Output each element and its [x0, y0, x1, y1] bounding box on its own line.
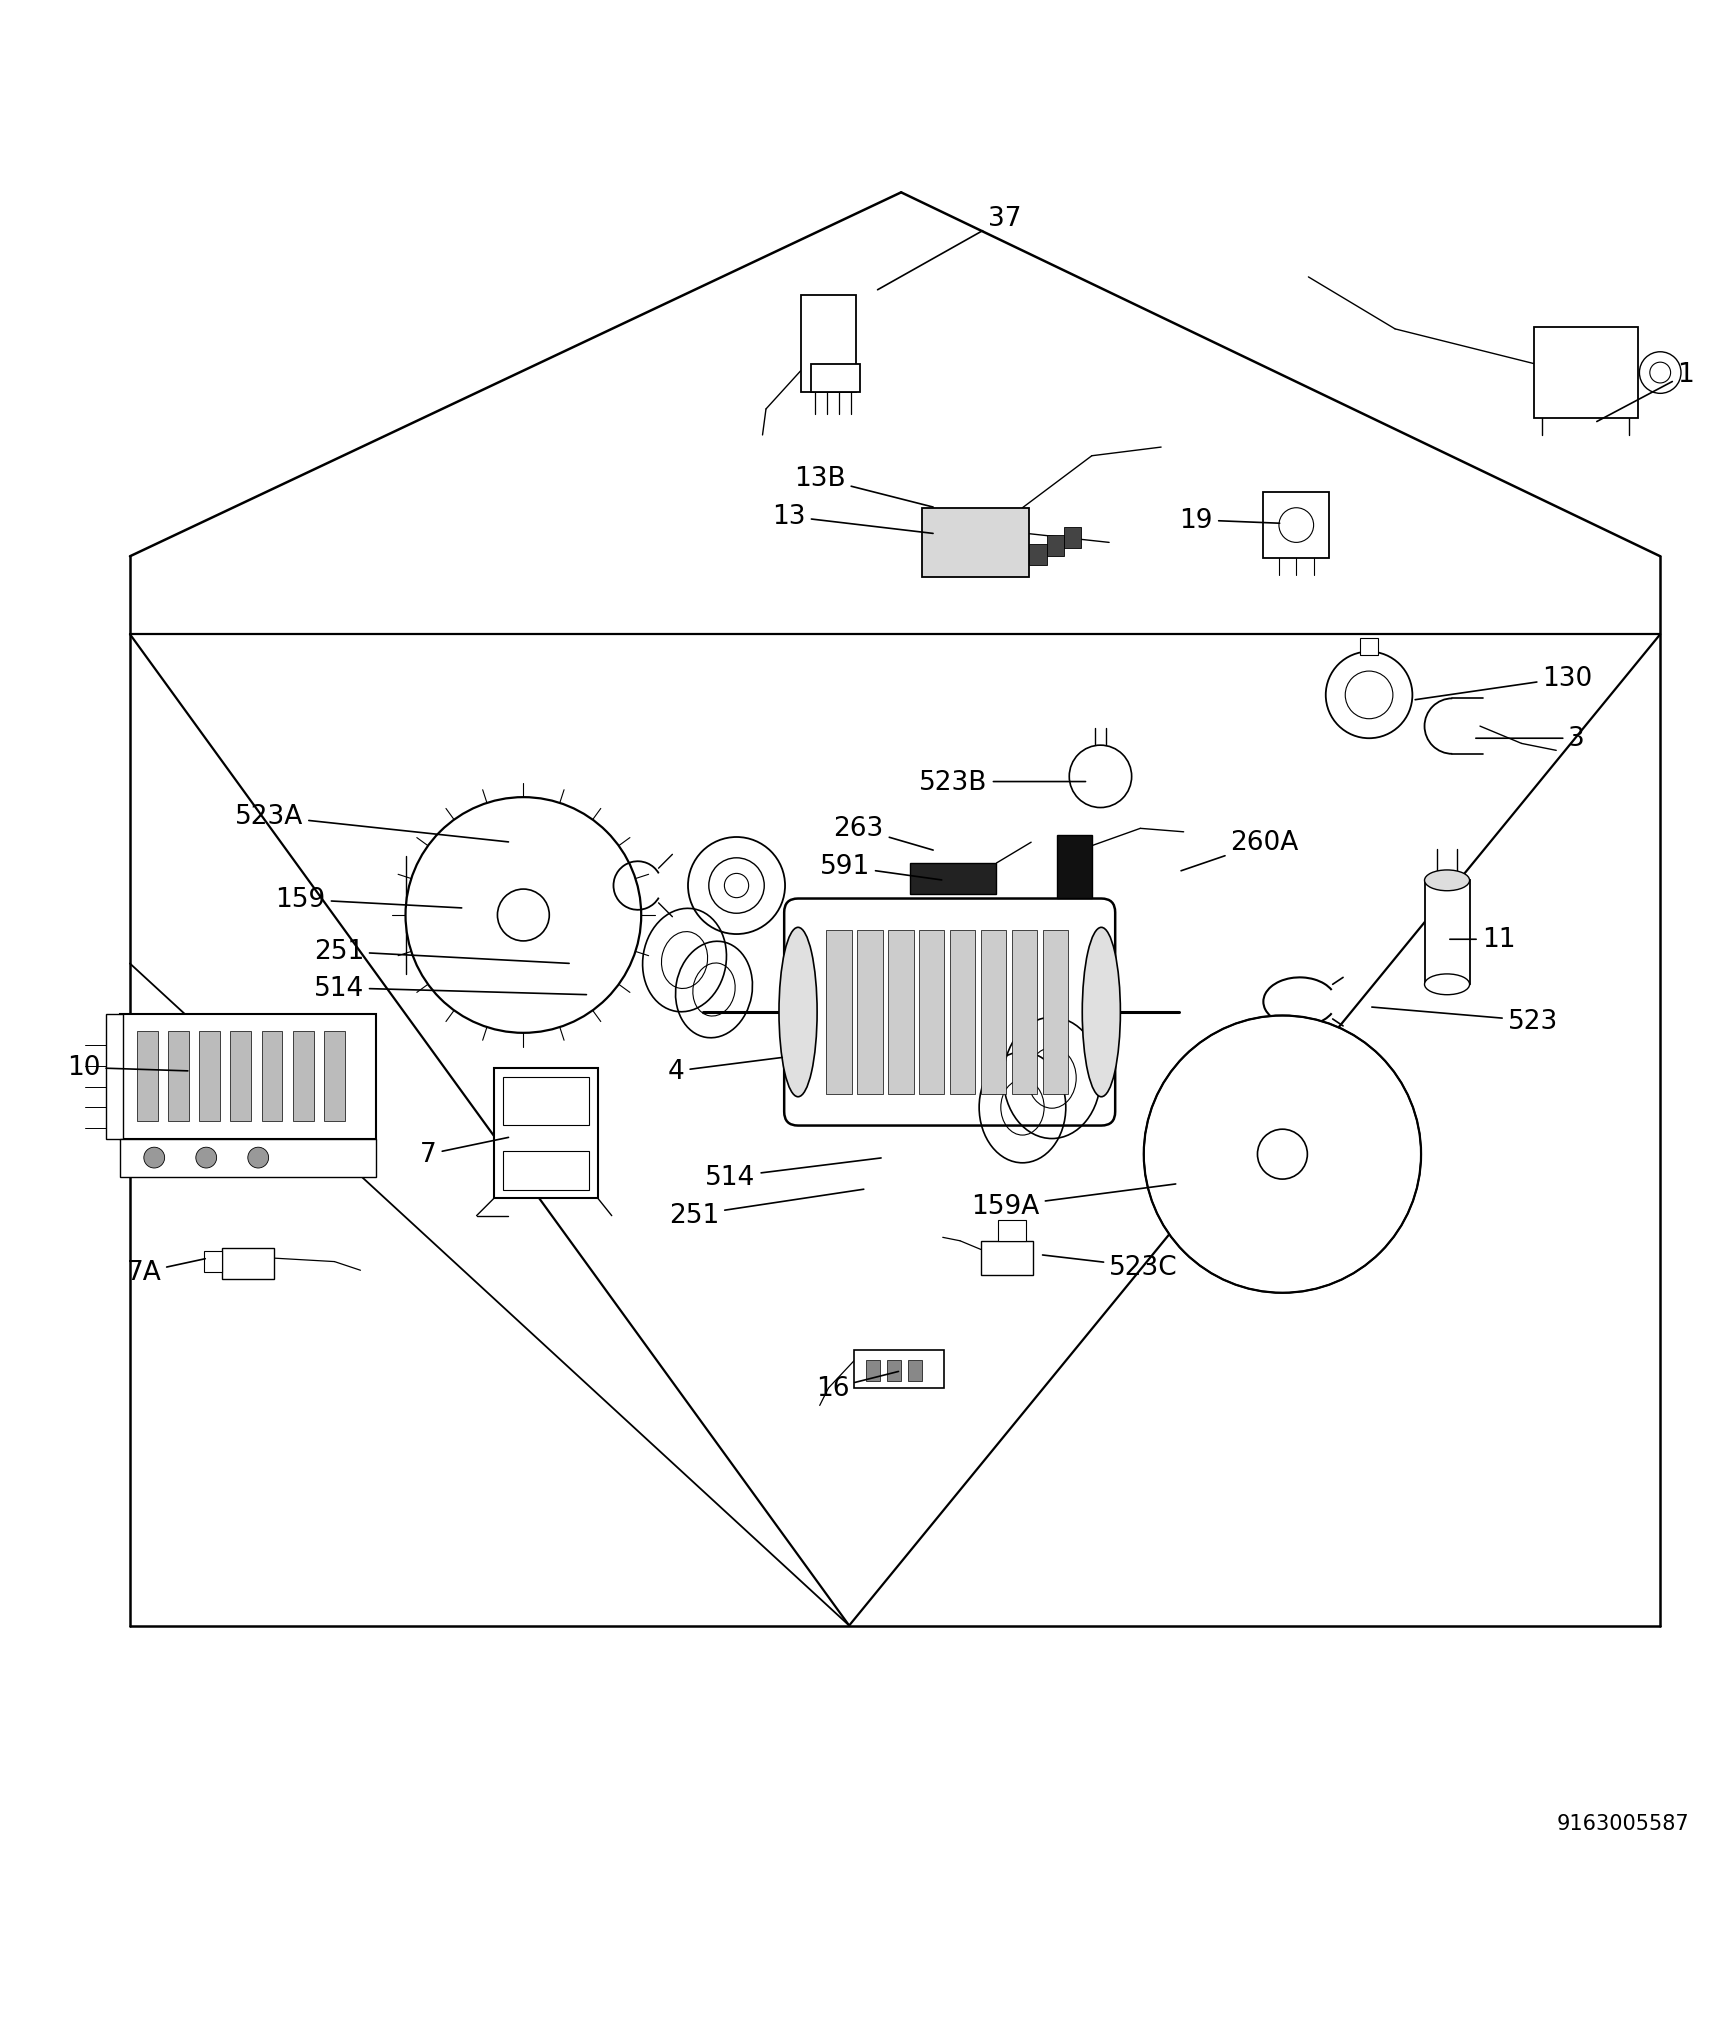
Circle shape: [1344, 673, 1393, 719]
Bar: [826, 931, 850, 1095]
Bar: [1011, 931, 1037, 1095]
Text: 13B: 13B: [793, 465, 932, 508]
Bar: [324, 1032, 345, 1122]
Text: 159: 159: [275, 886, 461, 912]
Bar: [980, 931, 1006, 1095]
Bar: [502, 1150, 589, 1191]
Bar: [1043, 931, 1067, 1095]
Bar: [120, 1140, 376, 1177]
Bar: [887, 931, 913, 1095]
Text: 10: 10: [68, 1055, 187, 1081]
Circle shape: [196, 1148, 216, 1168]
Bar: [980, 1242, 1032, 1276]
Bar: [1029, 545, 1046, 565]
Bar: [1360, 638, 1377, 656]
Text: 3: 3: [1476, 725, 1585, 752]
Text: 514: 514: [313, 975, 585, 1002]
Bar: [494, 1069, 598, 1199]
Circle shape: [1278, 508, 1313, 543]
Bar: [1057, 835, 1091, 898]
Text: 523B: 523B: [920, 770, 1084, 795]
Text: 16: 16: [816, 1372, 897, 1402]
Bar: [866, 1361, 880, 1382]
Bar: [1046, 536, 1063, 557]
Circle shape: [1638, 354, 1680, 394]
Ellipse shape: [1424, 870, 1469, 892]
Circle shape: [1649, 364, 1670, 384]
Text: 514: 514: [705, 1158, 880, 1191]
Text: 13: 13: [772, 504, 932, 534]
Text: 251: 251: [669, 1189, 863, 1227]
Text: 1: 1: [1595, 362, 1694, 423]
Bar: [1424, 882, 1469, 986]
Circle shape: [1325, 652, 1412, 740]
Bar: [887, 1361, 901, 1382]
Circle shape: [248, 1148, 268, 1168]
Bar: [293, 1032, 313, 1122]
Bar: [854, 1351, 944, 1388]
Text: 263: 263: [833, 817, 932, 851]
Circle shape: [497, 890, 549, 941]
Text: 260A: 260A: [1181, 829, 1297, 872]
Bar: [222, 1248, 274, 1280]
Text: 159A: 159A: [972, 1185, 1174, 1219]
Text: 523C: 523C: [1043, 1254, 1178, 1280]
Circle shape: [1069, 746, 1131, 809]
Text: 523: 523: [1372, 1008, 1557, 1034]
Bar: [949, 931, 975, 1095]
FancyBboxPatch shape: [783, 898, 1115, 1126]
Bar: [1533, 329, 1637, 419]
Bar: [800, 295, 856, 392]
Bar: [199, 1032, 220, 1122]
Text: 11: 11: [1450, 927, 1514, 953]
Text: 251: 251: [313, 939, 568, 965]
Circle shape: [688, 837, 785, 935]
Bar: [120, 1014, 376, 1140]
Bar: [502, 1077, 589, 1126]
Bar: [204, 1252, 222, 1272]
Ellipse shape: [779, 929, 818, 1097]
Circle shape: [708, 858, 764, 914]
Text: 7: 7: [419, 1138, 507, 1168]
Bar: [168, 1032, 189, 1122]
Bar: [1063, 528, 1081, 549]
Ellipse shape: [1424, 975, 1469, 996]
Ellipse shape: [1081, 929, 1121, 1097]
Bar: [106, 1014, 123, 1140]
Text: 9163005587: 9163005587: [1555, 1815, 1689, 1833]
Text: 7A: 7A: [126, 1260, 204, 1286]
Bar: [921, 508, 1029, 577]
Text: 4: 4: [667, 1059, 781, 1085]
Bar: [998, 1221, 1025, 1242]
Circle shape: [1257, 1130, 1306, 1179]
Circle shape: [724, 874, 748, 898]
Text: 523A: 523A: [236, 805, 507, 843]
Bar: [811, 364, 859, 392]
Bar: [230, 1032, 251, 1122]
Bar: [1263, 494, 1328, 559]
Circle shape: [405, 799, 641, 1034]
Bar: [856, 931, 882, 1095]
Text: 591: 591: [819, 853, 940, 880]
Circle shape: [144, 1148, 165, 1168]
Text: 130: 130: [1415, 664, 1592, 701]
Bar: [909, 864, 996, 894]
Bar: [908, 1361, 921, 1382]
Text: 37: 37: [876, 205, 1020, 291]
Bar: [918, 931, 944, 1095]
Bar: [262, 1032, 282, 1122]
Circle shape: [1143, 1016, 1420, 1292]
Text: 19: 19: [1179, 508, 1278, 534]
Bar: [137, 1032, 158, 1122]
